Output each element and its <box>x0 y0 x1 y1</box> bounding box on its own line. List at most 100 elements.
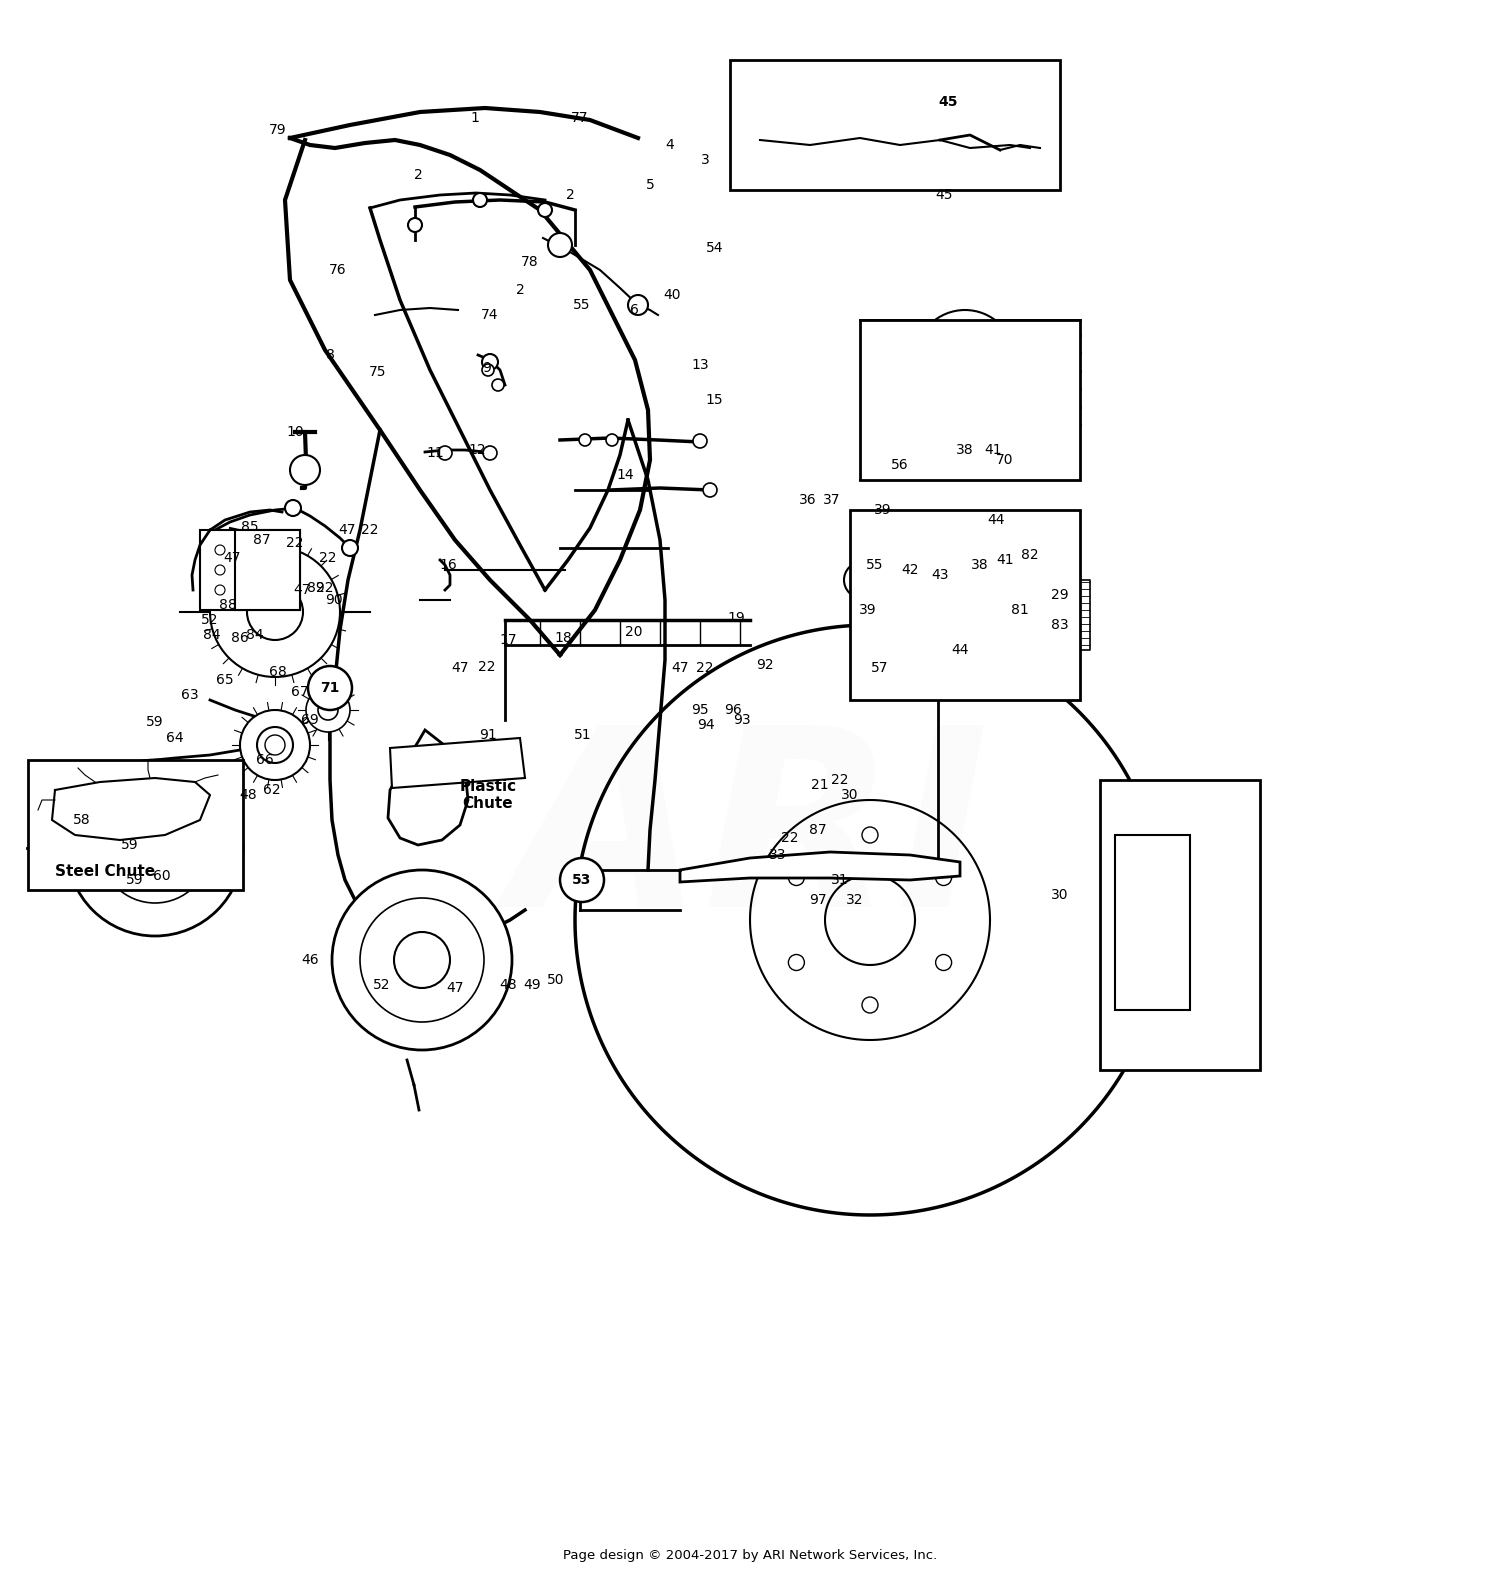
Circle shape <box>862 131 877 149</box>
Circle shape <box>789 870 804 885</box>
Bar <box>730 60 1060 190</box>
Circle shape <box>240 545 250 555</box>
Text: 2: 2 <box>516 283 525 297</box>
Circle shape <box>318 700 338 719</box>
Text: 47: 47 <box>672 661 688 675</box>
Circle shape <box>408 218 422 232</box>
Text: 59: 59 <box>126 873 144 887</box>
Circle shape <box>210 547 340 677</box>
Circle shape <box>862 998 877 1013</box>
Text: 30: 30 <box>842 787 858 802</box>
Circle shape <box>438 446 452 460</box>
Text: 83: 83 <box>1052 618 1070 632</box>
Text: ARI: ARI <box>510 716 990 960</box>
Circle shape <box>240 564 250 575</box>
Circle shape <box>360 898 484 1021</box>
Text: 58: 58 <box>74 813 92 827</box>
Circle shape <box>332 870 512 1050</box>
Circle shape <box>492 379 504 391</box>
Text: 71: 71 <box>321 681 339 696</box>
Text: 22: 22 <box>286 536 303 550</box>
Text: 48: 48 <box>238 787 256 802</box>
Text: 47: 47 <box>294 583 310 598</box>
Text: 43: 43 <box>932 568 948 582</box>
Text: 14: 14 <box>616 468 634 482</box>
Text: 5: 5 <box>645 179 654 191</box>
Circle shape <box>1160 802 1196 838</box>
Circle shape <box>342 541 358 557</box>
Text: 84: 84 <box>202 628 220 642</box>
Circle shape <box>482 354 498 370</box>
Text: 22: 22 <box>362 523 378 538</box>
Circle shape <box>256 727 292 764</box>
Circle shape <box>538 202 552 217</box>
Circle shape <box>952 348 976 372</box>
Text: 47: 47 <box>452 661 468 675</box>
Bar <box>200 530 300 610</box>
Text: 44: 44 <box>951 643 969 658</box>
Text: 2: 2 <box>414 168 423 182</box>
Text: 87: 87 <box>808 824 826 836</box>
Text: 21: 21 <box>812 778 830 792</box>
Text: 85: 85 <box>242 520 260 534</box>
Text: 31: 31 <box>831 873 849 887</box>
Circle shape <box>134 825 177 870</box>
Text: 59: 59 <box>122 838 140 852</box>
Bar <box>1100 779 1260 1070</box>
Circle shape <box>306 688 350 732</box>
Circle shape <box>290 455 320 485</box>
Text: 47: 47 <box>224 552 240 564</box>
Text: 41: 41 <box>984 443 1002 457</box>
Text: 22: 22 <box>831 773 849 787</box>
Circle shape <box>483 446 496 460</box>
Text: 67: 67 <box>291 685 309 699</box>
Text: 22: 22 <box>320 552 336 564</box>
Circle shape <box>998 141 1012 155</box>
Text: 46: 46 <box>302 953 320 968</box>
Circle shape <box>693 435 706 447</box>
Text: 93: 93 <box>734 713 752 727</box>
Circle shape <box>628 296 648 315</box>
Text: 65: 65 <box>216 674 234 688</box>
Text: 38: 38 <box>956 443 974 457</box>
Text: 37: 37 <box>824 493 840 508</box>
Circle shape <box>248 583 303 640</box>
Circle shape <box>482 364 494 376</box>
Text: 55: 55 <box>573 297 591 311</box>
Circle shape <box>266 735 285 756</box>
Polygon shape <box>390 738 525 787</box>
Text: 91: 91 <box>478 727 496 741</box>
Text: 12: 12 <box>468 443 486 457</box>
Text: 52: 52 <box>201 613 219 628</box>
Text: 54: 54 <box>706 240 723 255</box>
Circle shape <box>704 484 717 496</box>
Bar <box>236 530 300 610</box>
Circle shape <box>214 585 225 594</box>
Text: 39: 39 <box>874 503 892 517</box>
Text: 66: 66 <box>256 753 274 767</box>
Text: 10: 10 <box>286 425 304 440</box>
Text: 45: 45 <box>936 188 952 202</box>
Circle shape <box>936 955 951 971</box>
Text: 44: 44 <box>987 512 1005 526</box>
Text: 6: 6 <box>630 304 639 318</box>
Text: 18: 18 <box>554 631 572 645</box>
Circle shape <box>789 955 804 971</box>
Text: 9: 9 <box>483 360 492 375</box>
Text: 94: 94 <box>698 718 715 732</box>
Polygon shape <box>53 778 210 840</box>
Text: 52: 52 <box>374 979 390 991</box>
Text: 81: 81 <box>1011 602 1029 617</box>
Text: 36: 36 <box>800 493 818 508</box>
Text: 47: 47 <box>339 523 356 538</box>
Text: 19: 19 <box>728 610 746 624</box>
Text: 57: 57 <box>871 661 888 675</box>
Text: 88: 88 <box>219 598 237 612</box>
Text: 3: 3 <box>700 153 709 168</box>
Text: 1: 1 <box>471 111 480 125</box>
Text: 60: 60 <box>153 870 171 884</box>
Text: 22: 22 <box>316 580 333 594</box>
Circle shape <box>308 666 352 710</box>
Text: 8: 8 <box>326 348 334 362</box>
Text: 76: 76 <box>328 262 346 277</box>
